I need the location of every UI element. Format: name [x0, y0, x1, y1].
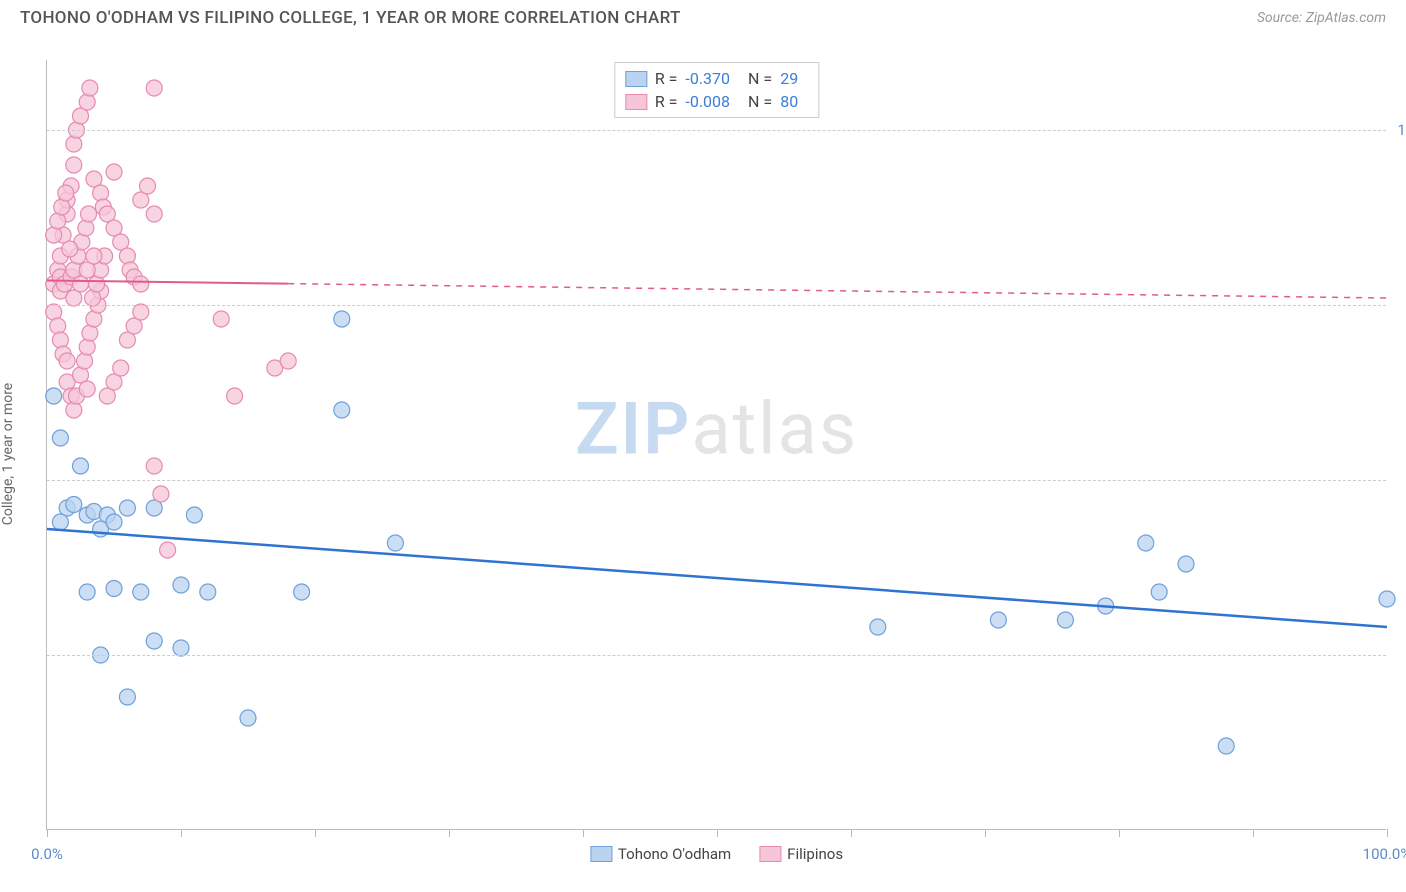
- scatter-point: [334, 402, 350, 418]
- stats-row-tohono: R = -0.370 N = 29: [625, 67, 808, 90]
- scatter-point: [50, 318, 66, 334]
- scatter-point: [77, 353, 93, 369]
- plot-svg: [47, 60, 1386, 829]
- scatter-point: [1218, 738, 1234, 754]
- gridline-h: [47, 480, 1386, 481]
- scatter-point: [52, 514, 68, 530]
- scatter-point: [59, 353, 75, 369]
- scatter-point: [1057, 612, 1073, 628]
- y-axis-label: College, 1 year or more: [0, 383, 16, 525]
- scatter-point: [173, 577, 189, 593]
- scatter-point: [153, 486, 169, 502]
- legend-swatch-tohono: [590, 846, 612, 862]
- scatter-point: [186, 507, 202, 523]
- scatter-point: [79, 339, 95, 355]
- xtick: [47, 829, 48, 837]
- scatter-point: [79, 94, 95, 110]
- xtick: [717, 829, 718, 837]
- scatter-point: [133, 276, 149, 292]
- scatter-point: [146, 458, 162, 474]
- scatter-point: [119, 689, 135, 705]
- gridline-h: [47, 130, 1386, 131]
- scatter-point: [66, 402, 82, 418]
- scatter-point: [240, 710, 256, 726]
- scatter-point: [173, 640, 189, 656]
- scatter-point: [160, 542, 176, 558]
- xtick: [985, 829, 986, 837]
- scatter-point: [1138, 535, 1154, 551]
- chart-source: Source: ZipAtlas.com: [1257, 10, 1386, 26]
- xtick: [181, 829, 182, 837]
- xtick: [583, 829, 584, 837]
- trend-line-solid: [47, 529, 1387, 627]
- scatter-point: [140, 178, 156, 194]
- scatter-point: [106, 581, 122, 597]
- chart-header: TOHONO O'ODHAM VS FILIPINO COLLEGE, 1 YE…: [0, 0, 1406, 32]
- scatter-point: [58, 185, 74, 201]
- xtick: [315, 829, 316, 837]
- scatter-point: [73, 458, 89, 474]
- scatter-point: [82, 80, 98, 96]
- xtick-label: 100.0%: [1363, 845, 1406, 863]
- scatter-point: [146, 633, 162, 649]
- scatter-point: [1379, 591, 1395, 607]
- scatter-point: [387, 535, 403, 551]
- scatter-point: [133, 304, 149, 320]
- xtick: [851, 829, 852, 837]
- scatter-point: [200, 584, 216, 600]
- ytick-label: 100.0%: [1397, 121, 1406, 139]
- scatter-point: [52, 430, 68, 446]
- scatter-point: [79, 584, 95, 600]
- scatter-point: [66, 157, 82, 173]
- xtick: [1253, 829, 1254, 837]
- scatter-point: [79, 381, 95, 397]
- scatter-point: [66, 136, 82, 152]
- scatter-point: [81, 206, 97, 222]
- trend-line-dashed: [288, 284, 1387, 298]
- swatch-filipinos: [625, 94, 647, 110]
- scatter-point: [119, 248, 135, 264]
- scatter-point: [113, 360, 129, 376]
- xtick: [1119, 829, 1120, 837]
- scatter-point: [133, 584, 149, 600]
- gridline-h: [47, 655, 1386, 656]
- scatter-point: [62, 241, 78, 257]
- scatter-point: [146, 206, 162, 222]
- scatter-point: [106, 164, 122, 180]
- scatter-point: [66, 497, 82, 513]
- series-legend: Tohono O'odham Filipinos: [590, 845, 843, 863]
- scatter-point: [280, 353, 296, 369]
- scatter-point: [870, 619, 886, 635]
- xtick: [449, 829, 450, 837]
- scatter-point: [119, 500, 135, 516]
- chart-title: TOHONO O'ODHAM VS FILIPINO COLLEGE, 1 YE…: [20, 8, 681, 28]
- stats-legend: R = -0.370 N = 29 R = -0.008 N = 80: [614, 62, 819, 118]
- scatter-point: [990, 612, 1006, 628]
- scatter-point: [52, 332, 68, 348]
- legend-item-filipinos: Filipinos: [759, 845, 843, 863]
- scatter-point: [78, 220, 94, 236]
- scatter-point: [1151, 584, 1167, 600]
- xtick: [1387, 829, 1388, 837]
- swatch-tohono: [625, 71, 647, 87]
- scatter-point: [213, 311, 229, 327]
- scatter-point: [46, 388, 62, 404]
- stats-row-filipinos: R = -0.008 N = 80: [625, 90, 808, 113]
- scatter-point: [146, 80, 162, 96]
- scatter-point: [106, 514, 122, 530]
- legend-item-tohono: Tohono O'odham: [590, 845, 731, 863]
- scatter-point: [93, 185, 109, 201]
- scatter-point: [1178, 556, 1194, 572]
- scatter-point: [227, 388, 243, 404]
- scatter-point: [86, 248, 102, 264]
- gridline-h: [47, 305, 1386, 306]
- scatter-point: [334, 311, 350, 327]
- legend-swatch-filipinos: [759, 846, 781, 862]
- scatter-chart: ZIPatlas R = -0.370 N = 29 R = -0.008 N …: [46, 60, 1386, 830]
- xtick-label: 0.0%: [31, 845, 63, 863]
- scatter-point: [294, 584, 310, 600]
